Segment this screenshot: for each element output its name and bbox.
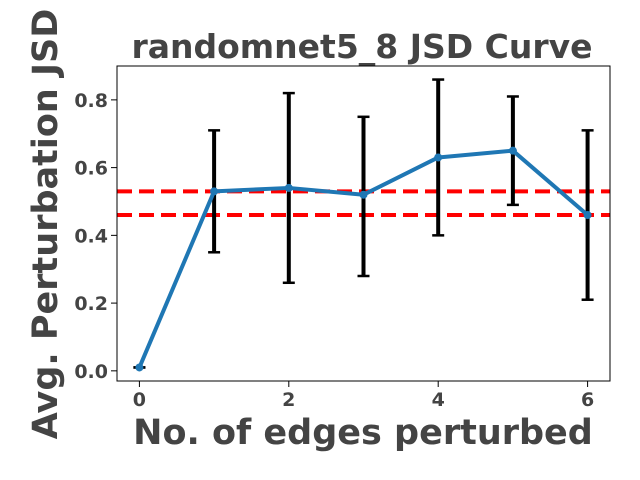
x-tick-label-0: 0 bbox=[133, 389, 146, 411]
y-tick-label-0.8: 0.8 bbox=[74, 90, 108, 112]
axes-frame bbox=[116, 65, 611, 382]
y-tick-label-0.6: 0.6 bbox=[74, 158, 108, 180]
y-tick-label-0.2: 0.2 bbox=[74, 293, 108, 315]
chart-title: randomnet5_8 JSD Curve bbox=[131, 27, 592, 66]
data-point-3 bbox=[359, 190, 368, 199]
plot-area: 0 2 4 6 0.0 0.2 0.4 0.6 0.8 bbox=[74, 65, 611, 411]
y-tick-label-0.0: 0.0 bbox=[74, 361, 108, 383]
x-tick-label-2: 2 bbox=[282, 389, 295, 411]
data-point-6 bbox=[583, 211, 592, 220]
x-tick-label-6: 6 bbox=[581, 389, 594, 411]
y-axis-label: Avg. Perturbation JSD bbox=[26, 9, 66, 440]
data-point-2 bbox=[284, 183, 293, 192]
data-point-5 bbox=[508, 146, 517, 155]
data-point-1 bbox=[210, 187, 219, 196]
x-tick-label-4: 4 bbox=[432, 389, 445, 411]
data-point-4 bbox=[434, 153, 443, 162]
y-tick-label-0.4: 0.4 bbox=[74, 225, 108, 247]
x-axis-label: No. of edges perturbed bbox=[133, 413, 593, 453]
data-point-0 bbox=[135, 363, 144, 372]
